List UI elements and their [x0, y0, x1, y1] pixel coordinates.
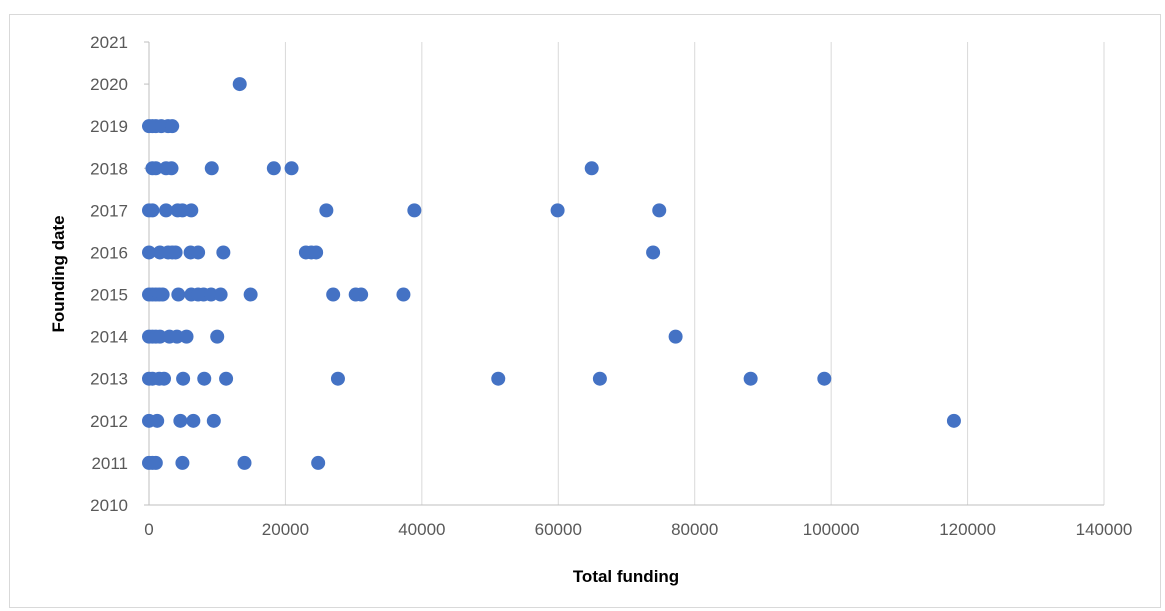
- data-point: [150, 413, 165, 428]
- data-point: [309, 245, 324, 260]
- data-point: [407, 203, 422, 218]
- data-point: [155, 287, 170, 302]
- data-point: [326, 287, 341, 302]
- data-point: [354, 287, 369, 302]
- data-point: [184, 203, 199, 218]
- data-point: [284, 161, 299, 176]
- data-point: [330, 371, 345, 386]
- y-tick-label: 2019: [90, 117, 128, 136]
- x-tick-label: 60000: [535, 520, 582, 539]
- data-point: [237, 455, 252, 470]
- chart-area: [9, 14, 1161, 608]
- x-tick-label: 120000: [939, 520, 996, 539]
- data-point: [175, 455, 190, 470]
- data-point: [148, 161, 163, 176]
- data-point: [396, 287, 411, 302]
- data-point: [165, 119, 180, 134]
- data-point: [206, 413, 221, 428]
- data-point: [157, 371, 172, 386]
- y-tick-label: 2013: [90, 370, 128, 389]
- data-point: [197, 371, 212, 386]
- y-tick-label: 2014: [90, 328, 128, 347]
- data-point: [243, 287, 258, 302]
- axes: [144, 41, 1104, 506]
- data-point: [232, 77, 247, 92]
- gridlines: [284, 42, 1105, 505]
- data-point: [204, 161, 219, 176]
- data-point: [148, 455, 163, 470]
- data-point: [213, 287, 228, 302]
- x-tick-label: 0: [144, 520, 153, 539]
- x-tick-label: 40000: [398, 520, 445, 539]
- data-point: [266, 161, 281, 176]
- data-points: [142, 77, 961, 470]
- y-tick-label: 2021: [90, 33, 128, 52]
- data-point: [216, 245, 231, 260]
- data-point: [743, 371, 758, 386]
- x-axis-title: Total funding: [573, 567, 679, 586]
- y-axis-title: Founding date: [49, 215, 68, 332]
- data-point: [817, 371, 832, 386]
- data-point: [142, 245, 156, 260]
- data-point: [159, 203, 174, 218]
- data-point: [491, 371, 506, 386]
- x-tick-label: 20000: [262, 520, 309, 539]
- data-point: [176, 371, 191, 386]
- data-point: [592, 371, 607, 386]
- data-point: [652, 203, 667, 218]
- x-tick-label: 140000: [1076, 520, 1133, 539]
- x-tick-label: 80000: [671, 520, 718, 539]
- data-point: [550, 203, 565, 218]
- data-point: [191, 245, 206, 260]
- data-point: [173, 413, 188, 428]
- tick-labels: 0 20000 40000 60000 80000 100000 120000 140000 2…: [90, 33, 1132, 539]
- data-point: [164, 161, 179, 176]
- data-point: [171, 287, 186, 302]
- y-tick-label: 2012: [90, 412, 128, 431]
- data-point: [668, 329, 683, 344]
- y-tick-label: 2011: [91, 454, 128, 473]
- y-tick-label: 2017: [90, 201, 128, 220]
- data-point: [946, 413, 961, 428]
- data-point: [584, 161, 599, 176]
- y-tick-label: 2015: [90, 286, 128, 305]
- y-tick-label: 2016: [90, 243, 128, 262]
- data-point: [311, 455, 326, 470]
- y-tick-label: 2010: [90, 496, 128, 515]
- data-point: [145, 203, 160, 218]
- data-point: [219, 371, 234, 386]
- data-point: [186, 413, 201, 428]
- y-tick-label: 2018: [90, 159, 128, 178]
- y-tick-label: 2020: [90, 75, 128, 94]
- data-point: [168, 245, 183, 260]
- data-point: [179, 329, 194, 344]
- data-point: [210, 329, 225, 344]
- x-tick-label: 100000: [803, 520, 860, 539]
- data-point: [319, 203, 334, 218]
- data-point: [646, 245, 661, 260]
